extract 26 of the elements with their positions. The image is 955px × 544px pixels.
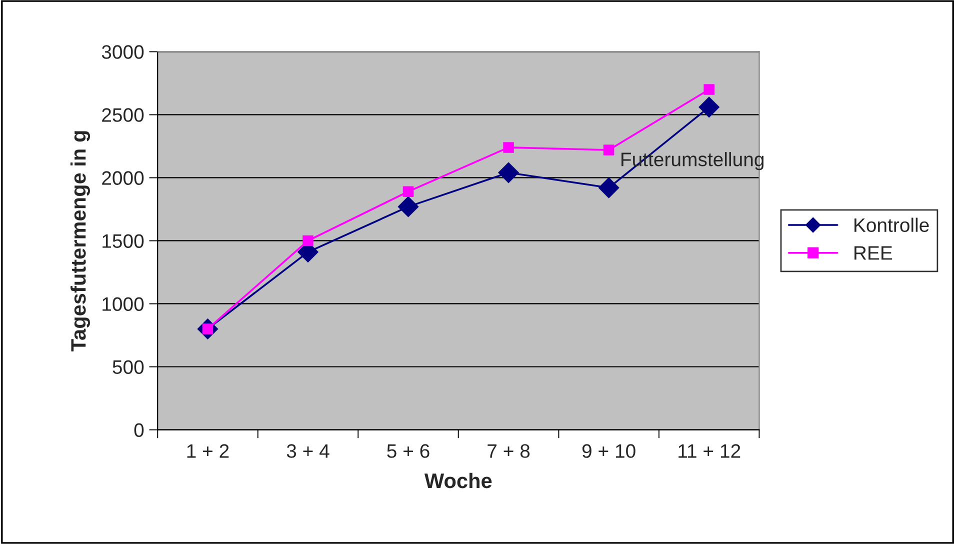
x-axis-title: Woche	[424, 472, 492, 488]
x-tick-label: 9 + 10	[582, 444, 636, 458]
x-tick-label: 7 + 8	[488, 444, 530, 458]
point	[498, 162, 519, 184]
point	[704, 84, 714, 95]
point	[398, 196, 419, 218]
y-tick-label: 1500	[102, 234, 144, 248]
legend-label: Kontrolle	[854, 218, 929, 232]
y-axis-title: Tagesfuttermenge in g	[70, 131, 90, 352]
x-tick-label: 3 + 4	[286, 444, 330, 458]
point	[698, 96, 720, 118]
point	[503, 142, 514, 153]
y-tick-label: 0	[134, 423, 144, 437]
x-tick-label: 1 + 2	[187, 444, 229, 458]
point	[598, 177, 620, 198]
x-tick-label: 11 + 12	[678, 444, 740, 458]
y-tick-label: 2500	[102, 108, 144, 122]
point	[402, 186, 414, 197]
legend-label: REE	[854, 246, 892, 260]
y-tick-label: 1000	[102, 297, 144, 311]
y-tick-label: 2000	[102, 171, 144, 185]
point	[603, 144, 614, 156]
y-tick-label: 3000	[102, 45, 144, 59]
y-tick-label: 500	[112, 360, 144, 374]
x-tick-label: 5 + 6	[387, 444, 430, 458]
point	[302, 235, 314, 246]
